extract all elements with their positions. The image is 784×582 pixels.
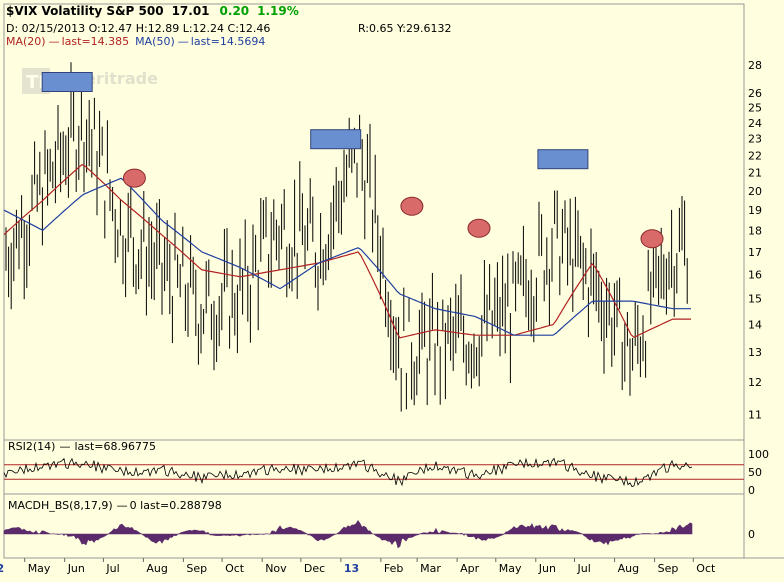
price-tick-label: 19 (748, 204, 762, 217)
time-tick-label: Mar (420, 562, 441, 575)
ma-legend: MA(20) — last=14.385 MA(50) — last=14.5694 (6, 35, 265, 48)
ma20-swatch: — (49, 35, 60, 48)
time-tick-label: 12 (0, 562, 4, 575)
ma20-label: MA(20) (6, 35, 46, 48)
price-tick-label: 25 (748, 102, 762, 115)
time-tick-label: Sep (658, 562, 679, 575)
highlight-markers (41, 72, 664, 249)
macd-last: 0 last=0.288798 (130, 499, 222, 512)
ma50-swatch: — (178, 35, 189, 48)
peak-highlight-box (310, 129, 362, 150)
price-tick-label: 16 (748, 268, 762, 281)
ohlc-readout: D: 02/15/2013 O:12.47 H:12.89 L:12.24 C:… (6, 22, 270, 35)
macd-tick-label: 0 (748, 528, 755, 541)
rsi-swatch: — (59, 440, 70, 453)
time-tick-label: May (499, 562, 522, 575)
peak-highlight-circle (400, 196, 424, 216)
ma50-last: last=14.5694 (191, 35, 266, 48)
last-price: 17.01 (172, 4, 210, 18)
price-change: 0.20 (220, 4, 250, 18)
price-tick-label: 28 (748, 59, 762, 72)
time-tick-label: Jun (67, 562, 85, 575)
price-change-pct: 1.19% (257, 4, 299, 18)
price-tick-label: 21 (748, 167, 762, 180)
macd-swatch: — (117, 499, 128, 512)
price-tick-label: 15 (748, 293, 762, 306)
rsi-title: RSI2(14) (8, 440, 55, 453)
time-tick-label: Sep (186, 562, 207, 575)
time-tick-label: Dec (304, 562, 325, 575)
peak-highlight-circle (122, 168, 146, 188)
time-tick-label: Jul (577, 562, 591, 575)
ry-readout: R:0.65 Y:29.6132 (358, 22, 451, 35)
time-tick-label: Apr (460, 562, 480, 575)
price-tick-label: 11 (748, 409, 762, 422)
rsi-tick-label: 0 (748, 484, 755, 497)
time-tick-label: Feb (384, 562, 403, 575)
price-tick-label: 14 (748, 318, 762, 331)
rsi-tick-label: 100 (748, 448, 769, 461)
time-tick-label: May (28, 562, 51, 575)
macd-panel-frame (3, 493, 745, 559)
time-tick-label: Aug (146, 562, 167, 575)
ma20-line (3, 163, 691, 339)
rsi-last: last=68.96775 (74, 440, 156, 453)
price-tick-label: 20 (748, 185, 762, 198)
time-tick-label: Aug (618, 562, 639, 575)
moving-average-lines (3, 163, 691, 339)
rsi-legend: RSI2(14) — last=68.96775 (8, 440, 156, 453)
time-tick-label: 13 (344, 562, 359, 575)
price-tick-label: 12 (748, 376, 762, 389)
price-tick-label: 17 (748, 246, 762, 259)
price-tick-label: 24 (748, 117, 762, 130)
time-axis: 12 May Jun Jul Aug Sep Oct Nov Dec 13 Feb Mar Apr May… (0, 558, 716, 575)
time-tick-label: Oct (696, 562, 716, 575)
price-tick-label: 18 (748, 224, 762, 237)
symbol-title: $VIX Volatility S&P 500 17.01 0.20 1.19% (6, 4, 299, 18)
time-tick-label: Jul (105, 562, 119, 575)
ma50-label: MA(50) (135, 35, 175, 48)
rsi-layer: 100 50 0 (3, 448, 769, 497)
time-tick-label: Oct (225, 562, 245, 575)
peak-highlight-circle (467, 218, 491, 238)
peak-highlight-box (537, 149, 589, 170)
price-tick-label: 22 (748, 149, 762, 162)
price-axis: 28 26 25 24 23 22 21 20 19 18 17 16 15 14 13 12 11 (748, 59, 762, 422)
macd-layer: 0 (3, 520, 755, 549)
ma50-line (3, 177, 691, 336)
symbol-name: $VIX Volatility S&P 500 (6, 4, 164, 18)
rsi-line (3, 457, 693, 488)
macd-title: MACDH_BS(8,17,9) (8, 499, 113, 512)
price-tick-label: 26 (748, 87, 762, 100)
macd-histogram (3, 520, 693, 549)
time-tick-label: Jun (538, 562, 556, 575)
price-bars (5, 62, 688, 412)
time-tick-label: Nov (265, 562, 287, 575)
peak-highlight-circle (640, 229, 664, 249)
price-tick-label: 23 (748, 133, 762, 146)
rsi-tick-label: 50 (748, 466, 762, 479)
peak-highlight-box (41, 72, 93, 92)
ma20-last: last=14.385 (62, 35, 130, 48)
macd-legend: MACDH_BS(8,17,9) —0 last=0.288798 (8, 499, 222, 512)
price-tick-label: 13 (748, 346, 762, 359)
